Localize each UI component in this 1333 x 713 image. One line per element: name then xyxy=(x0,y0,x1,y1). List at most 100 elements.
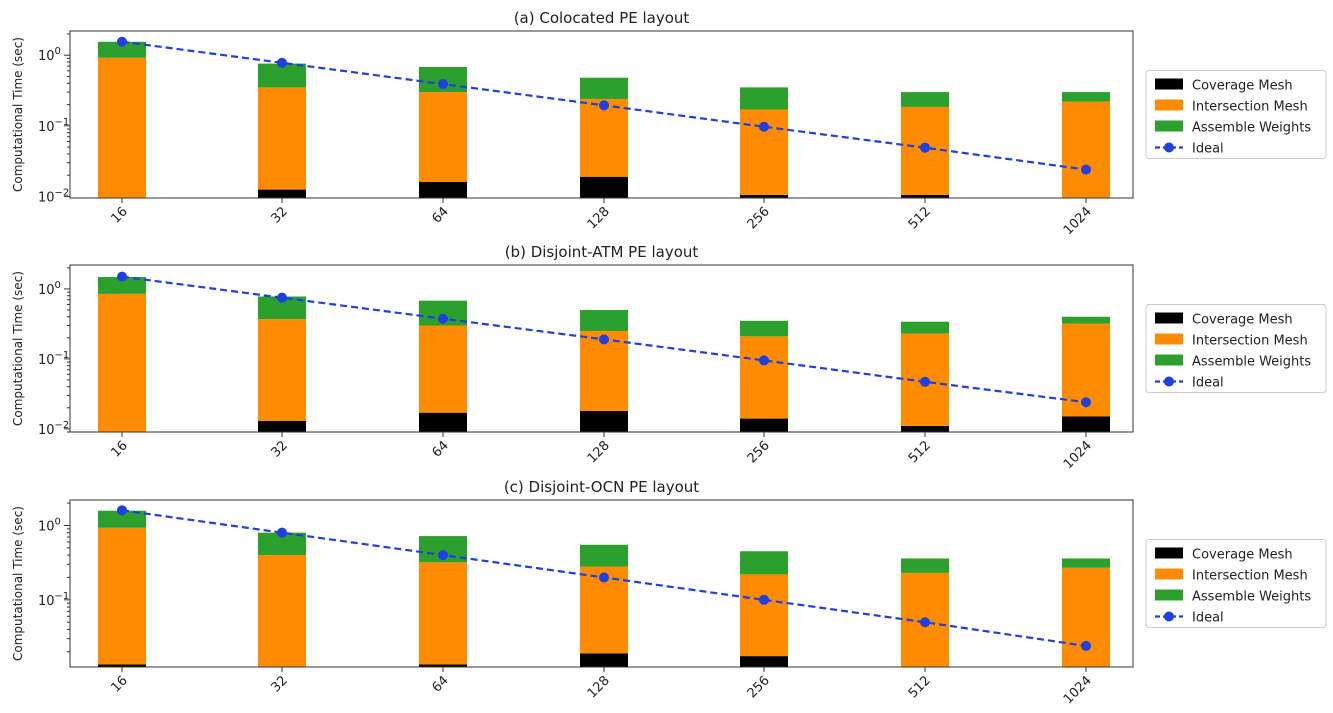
legend-ideal-marker xyxy=(1164,611,1174,622)
x-tick-label: 512 xyxy=(906,438,934,466)
ideal-point-32 xyxy=(277,527,287,538)
legend: Coverage Mesh Intersection Mesh Assemble W… xyxy=(1145,304,1327,393)
bar-intersection-mesh-16 xyxy=(98,57,146,198)
plot-frame xyxy=(69,30,1134,199)
legend-label: Assemble Weights xyxy=(1192,590,1311,605)
bar-assemble-weights-16 xyxy=(98,510,146,528)
legend-label: Coverage Mesh xyxy=(1192,79,1293,94)
legend-label: Intersection Mesh xyxy=(1192,100,1308,115)
chart-title: (c) Disjoint-OCN PE layout xyxy=(504,478,699,496)
chart-panel-3: (c) Disjoint-OCN PE layout Computational … xyxy=(11,478,1327,707)
ideal-point-128 xyxy=(599,100,609,111)
bar-assemble-weights-256 xyxy=(740,87,788,110)
legend-ideal-marker xyxy=(1164,376,1174,387)
y-axis-label: Computational Time (sec) xyxy=(11,37,25,192)
legend-label: Intersection Mesh xyxy=(1192,334,1308,349)
y-tick-label: 10−2 xyxy=(38,420,69,438)
x-tick-label: 16 xyxy=(109,204,131,226)
legend-label: Assemble Weights xyxy=(1192,355,1311,370)
legend-swatch xyxy=(1155,589,1183,601)
ideal-point-16 xyxy=(117,36,127,47)
legend-box xyxy=(1145,304,1327,393)
bar-assemble-weights-512 xyxy=(901,321,949,334)
bar-intersection-mesh-32 xyxy=(258,87,306,190)
x-tick-label: 64 xyxy=(430,673,452,695)
chart-title: (b) Disjoint-ATM PE layout xyxy=(505,243,699,261)
bar-intersection-mesh-256 xyxy=(740,574,788,657)
bar-intersection-mesh-1024 xyxy=(1062,101,1110,198)
ideal-point-1024 xyxy=(1081,164,1091,175)
plot-frame xyxy=(69,499,1134,668)
legend-label: Coverage Mesh xyxy=(1192,548,1293,563)
legend-label: Ideal xyxy=(1192,142,1224,157)
bar-intersection-mesh-16 xyxy=(98,527,146,665)
legend-swatch xyxy=(1155,333,1183,345)
legend-box xyxy=(1145,539,1327,628)
bar-assemble-weights-512 xyxy=(901,558,949,573)
bar-assemble-weights-16 xyxy=(98,41,146,58)
legend-label: Coverage Mesh xyxy=(1192,313,1293,328)
bar-assemble-weights-128 xyxy=(580,309,628,332)
x-tick-label: 64 xyxy=(430,438,452,460)
x-tick-label: 1024 xyxy=(1061,438,1095,472)
bar-intersection-mesh-64 xyxy=(419,92,467,183)
ideal-point-256 xyxy=(759,121,769,132)
bar-coverage-mesh-16 xyxy=(98,664,146,667)
y-tick-label: 100 xyxy=(38,516,61,534)
legend-swatch xyxy=(1155,354,1183,366)
bar-intersection-mesh-128 xyxy=(580,98,628,177)
legend-ideal-marker xyxy=(1164,142,1174,153)
legend: Coverage Mesh Intersection Mesh Assemble W… xyxy=(1145,70,1327,159)
legend-label: Intersection Mesh xyxy=(1192,569,1308,584)
bar-coverage-mesh-256 xyxy=(740,656,788,667)
bar-assemble-weights-1024 xyxy=(1062,558,1110,568)
x-tick-label: 512 xyxy=(906,673,934,701)
ideal-point-128 xyxy=(599,572,609,583)
bar-intersection-mesh-64 xyxy=(419,325,467,413)
x-tick-label: 1024 xyxy=(1061,204,1095,238)
x-tick-label: 256 xyxy=(745,673,773,701)
x-tick-label: 256 xyxy=(745,204,773,232)
x-tick-label: 256 xyxy=(745,438,773,466)
bar-coverage-mesh-256 xyxy=(740,418,788,432)
bar-intersection-mesh-32 xyxy=(258,319,306,421)
x-tick-label: 128 xyxy=(585,438,613,466)
x-tick-label: 16 xyxy=(109,438,131,460)
chart-title: (a) Colocated PE layout xyxy=(514,9,690,27)
legend-swatch xyxy=(1155,312,1183,324)
bar-coverage-mesh-128 xyxy=(580,176,628,198)
ideal-point-512 xyxy=(920,142,930,153)
x-tick-label: 512 xyxy=(906,204,934,232)
bar-assemble-weights-128 xyxy=(580,77,628,99)
bar-intersection-mesh-256 xyxy=(740,336,788,419)
bar-coverage-mesh-64 xyxy=(419,182,467,198)
ideal-point-1024 xyxy=(1081,640,1091,651)
x-tick-label: 32 xyxy=(269,438,291,460)
legend: Coverage Mesh Intersection Mesh Assemble W… xyxy=(1145,539,1327,628)
bar-coverage-mesh-128 xyxy=(580,653,628,667)
ideal-point-1024 xyxy=(1081,397,1091,408)
legend-label: Assemble Weights xyxy=(1192,121,1311,136)
legend-swatch xyxy=(1155,547,1183,559)
x-tick-label: 64 xyxy=(430,204,452,226)
y-tick-label: 10−2 xyxy=(38,187,69,205)
x-tick-label: 16 xyxy=(109,673,131,695)
bar-assemble-weights-16 xyxy=(98,277,146,294)
y-tick-label: 10−1 xyxy=(38,117,69,135)
ideal-point-16 xyxy=(117,505,127,516)
bar-coverage-mesh-1024 xyxy=(1062,416,1110,432)
x-tick-label: 1024 xyxy=(1061,673,1095,707)
ideal-point-128 xyxy=(599,334,609,345)
ideal-point-64 xyxy=(438,79,448,90)
ideal-point-32 xyxy=(277,292,287,303)
y-tick-label: 100 xyxy=(38,280,61,298)
bar-coverage-mesh-32 xyxy=(258,189,306,198)
bar-coverage-mesh-256 xyxy=(740,194,788,198)
bar-coverage-mesh-512 xyxy=(901,194,949,198)
bar-intersection-mesh-16 xyxy=(98,293,146,432)
ideal-point-64 xyxy=(438,550,448,561)
legend-swatch xyxy=(1155,78,1183,90)
y-tick-label: 100 xyxy=(38,46,61,64)
bar-intersection-mesh-32 xyxy=(258,555,306,667)
